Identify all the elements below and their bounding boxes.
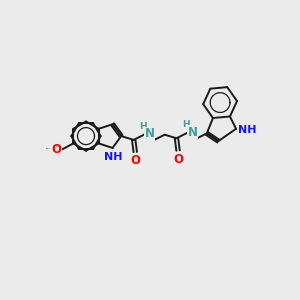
Text: O: O (130, 154, 140, 167)
Text: O: O (51, 143, 61, 156)
Text: O: O (173, 153, 183, 166)
Text: O: O (173, 153, 183, 166)
Text: NH: NH (104, 152, 123, 162)
Text: N: N (188, 126, 198, 139)
Text: NH: NH (238, 124, 257, 135)
Text: N: N (145, 128, 155, 140)
Text: H: H (140, 122, 147, 131)
Text: methoxy: methoxy (46, 148, 52, 149)
Text: H: H (182, 120, 190, 129)
Text: O: O (130, 154, 140, 167)
Text: NH: NH (104, 152, 123, 162)
Text: H: H (182, 120, 190, 129)
Text: O: O (52, 145, 61, 154)
Text: NH: NH (104, 152, 123, 162)
Text: O: O (51, 143, 61, 156)
Text: N: N (145, 128, 155, 140)
Text: methoxy: methoxy (56, 146, 62, 147)
Text: NH: NH (238, 124, 257, 135)
Text: H: H (140, 122, 147, 131)
Text: N: N (188, 126, 198, 139)
